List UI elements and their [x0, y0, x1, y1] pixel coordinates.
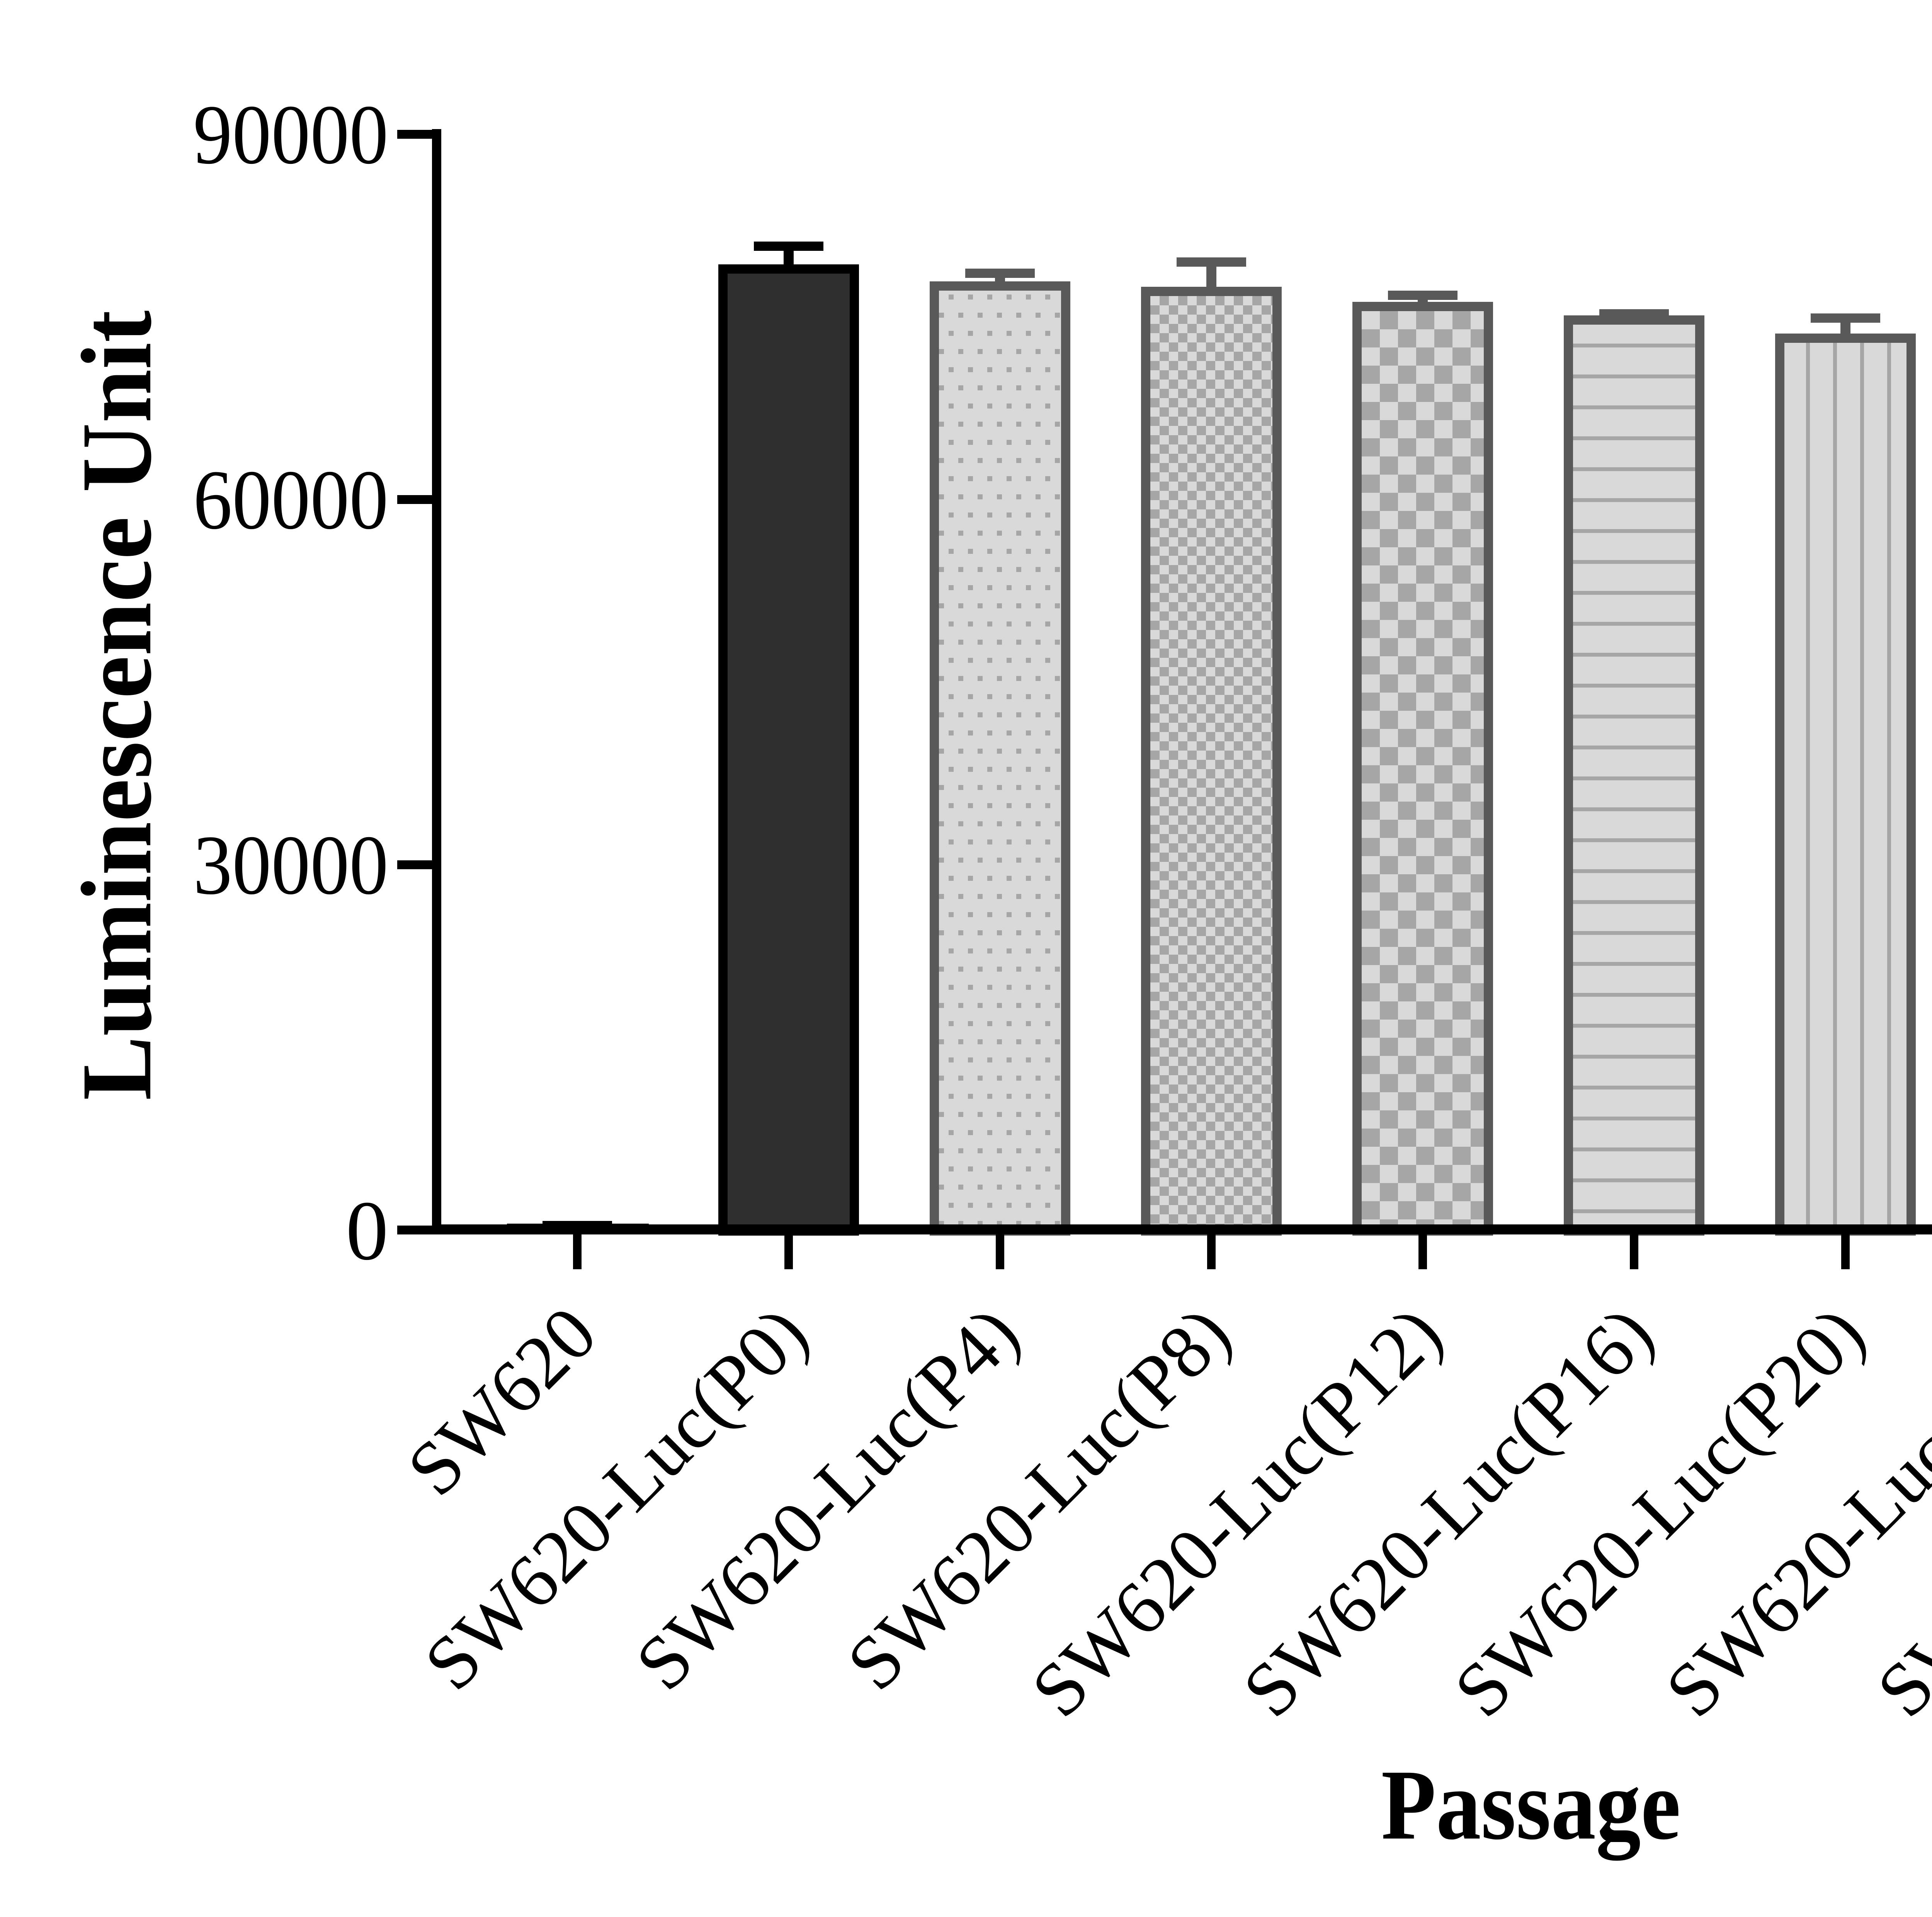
svg-text:90000: 90000	[193, 87, 388, 182]
svg-text:Luminescence Unit: Luminescence Unit	[61, 309, 172, 1100]
svg-text:30000: 30000	[193, 818, 388, 912]
svg-text:0: 0	[346, 1183, 388, 1278]
svg-text:Passage: Passage	[1381, 1749, 1681, 1862]
svg-text:60000: 60000	[193, 453, 388, 547]
